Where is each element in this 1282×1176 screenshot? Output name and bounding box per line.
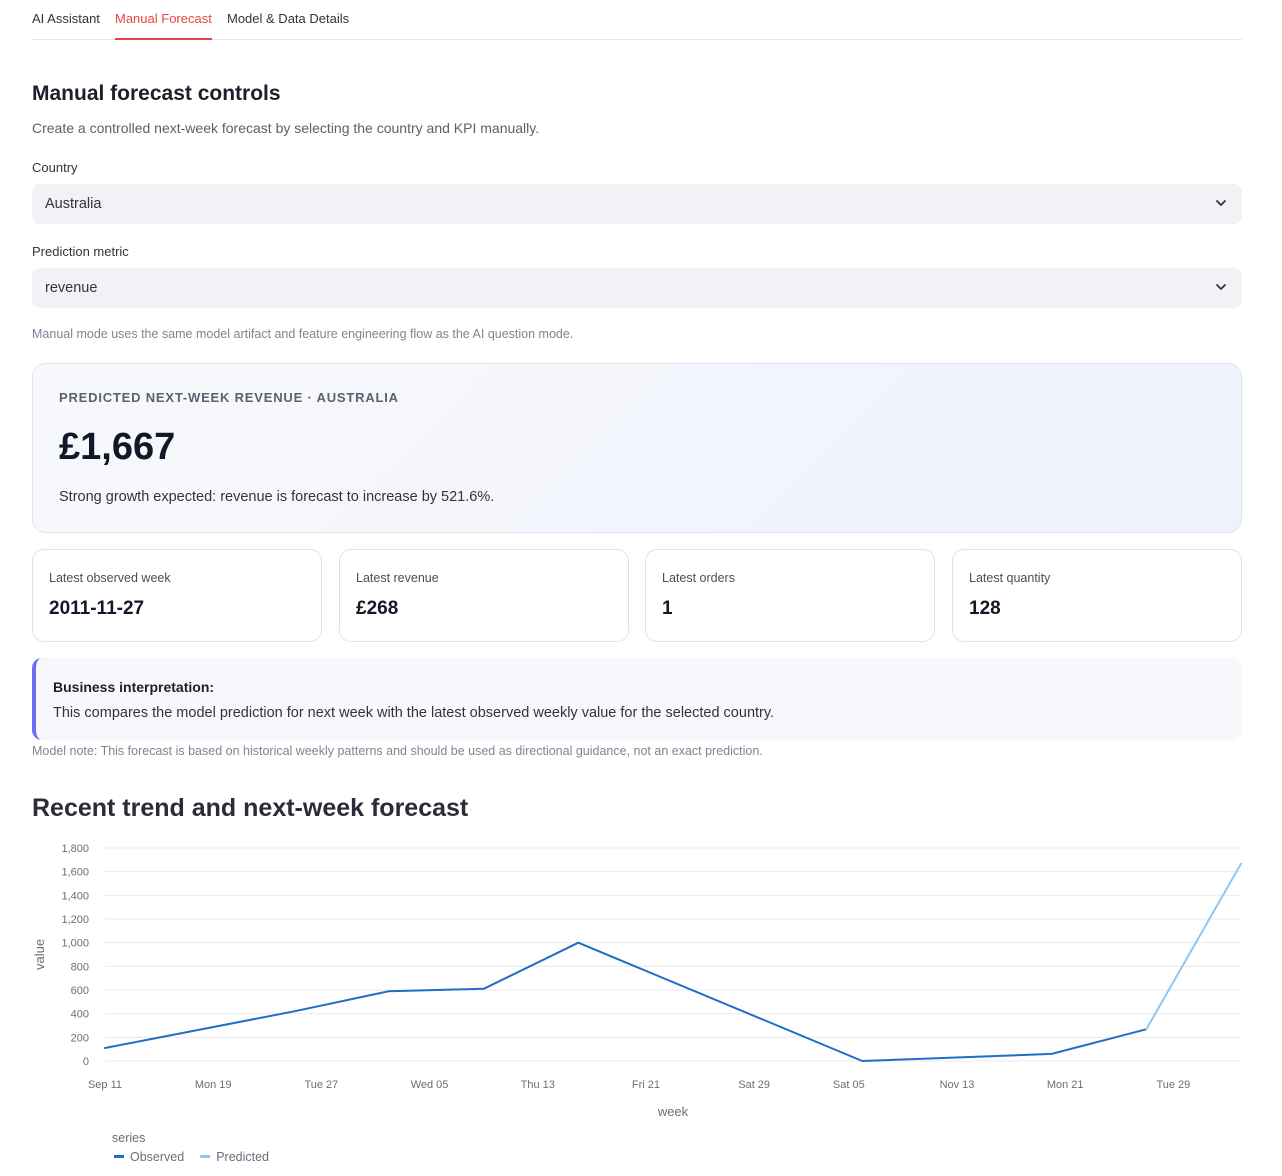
metric-label: Latest quantity (969, 571, 1051, 585)
x-tick-label: Mon 21 (1047, 1079, 1084, 1091)
forecast-card: PREDICTED NEXT-WEEK REVENUE · AUSTRALIA … (32, 363, 1242, 533)
metric-card-latest-orders: Latest orders 1 (645, 549, 935, 642)
chart-section-title: Recent trend and next-week forecast (32, 794, 469, 822)
forecast-eyebrow: PREDICTED NEXT-WEEK REVENUE · AUSTRALIA (59, 390, 399, 405)
metric-label: Prediction metric (32, 244, 129, 259)
y-tick-label: 600 (71, 985, 89, 997)
controls-subtitle: Create a controlled next-week forecast b… (32, 120, 540, 136)
x-tick-label: Thu 13 (521, 1079, 555, 1091)
legend-swatch-observed (114, 1155, 124, 1158)
x-tick-label: Sat 29 (738, 1079, 770, 1091)
country-select[interactable]: Australia (32, 184, 1242, 224)
metric-value: 128 (969, 598, 1001, 619)
y-tick-label: 1,400 (61, 890, 89, 902)
tab-bar: AI Assistant Manual Forecast Model & Dat… (32, 0, 1242, 40)
forecast-description: Strong growth expected: revenue is forec… (59, 489, 495, 505)
y-tick-label: 1,800 (61, 843, 89, 855)
legend-label-predicted: Predicted (216, 1150, 269, 1164)
x-tick-label: Tue 27 (304, 1079, 338, 1091)
metric-select-value: revenue (45, 280, 98, 296)
tab-manual-forecast[interactable]: Manual Forecast (115, 11, 212, 40)
x-tick-label: Nov 13 (940, 1079, 975, 1091)
x-tick-label: Tue 29 (1156, 1079, 1190, 1091)
country-label: Country (32, 160, 78, 175)
tab-ai-assistant[interactable]: AI Assistant (32, 11, 100, 26)
y-tick-label: 1,600 (61, 867, 89, 879)
x-tick-label: Wed 05 (411, 1079, 449, 1091)
chevron-down-icon (1216, 200, 1226, 206)
country-select-value: Australia (45, 196, 102, 212)
trend-chart: 0 200 400 600 800 1,000 1,200 1,400 1,600 1,800 Se… (32, 843, 1242, 1164)
manual-mode-caption: Manual mode uses the same model artifact… (32, 327, 574, 341)
x-tick-label: Sat 05 (833, 1079, 865, 1091)
y-tick-label: 400 (71, 1009, 89, 1021)
metric-label: Latest revenue (356, 571, 439, 585)
x-axis-title: week (657, 1104, 689, 1119)
x-tick-label: Mon 19 (195, 1079, 232, 1091)
y-tick-label: 0 (83, 1056, 89, 1068)
model-note: Model note: This forecast is based on hi… (32, 744, 763, 758)
y-tick-label: 1,000 (61, 938, 89, 950)
metric-card-latest-revenue: Latest revenue £268 (339, 549, 629, 642)
metric-value: 1 (662, 598, 673, 619)
interpretation-body: This compares the model prediction for n… (53, 705, 775, 721)
x-tick-label: Sep 11 (88, 1079, 122, 1091)
x-tick-label: Fri 21 (632, 1079, 660, 1091)
chevron-down-icon (1216, 284, 1226, 290)
legend-label-observed: Observed (130, 1150, 184, 1164)
interpretation-title: Business interpretation: (53, 679, 215, 695)
series-line-observed (104, 941, 1148, 1062)
y-tick-label: 800 (71, 961, 89, 973)
series-line-predicted (1145, 862, 1242, 1031)
forecast-value: £1,667 (59, 426, 176, 468)
metric-label: Latest orders (662, 571, 735, 585)
y-axis-title: value (32, 939, 47, 970)
legend-title: series (112, 1131, 145, 1145)
metric-value: £268 (356, 598, 399, 619)
y-tick-label: 1,200 (61, 914, 89, 926)
tab-model-data-details[interactable]: Model & Data Details (227, 11, 350, 26)
metric-card-latest-quantity: Latest quantity 128 (952, 549, 1242, 642)
business-interpretation: Business interpretation: This compares t… (32, 658, 1242, 740)
metric-label: Latest observed week (49, 571, 171, 585)
metric-select[interactable]: revenue (32, 268, 1242, 308)
legend-swatch-predicted (200, 1155, 211, 1158)
metric-card-latest-week: Latest observed week 2011-11-27 (32, 549, 322, 642)
metric-value: 2011-11-27 (49, 598, 145, 619)
y-tick-label: 200 (71, 1032, 89, 1044)
controls-heading: Manual forecast controls (32, 82, 281, 105)
